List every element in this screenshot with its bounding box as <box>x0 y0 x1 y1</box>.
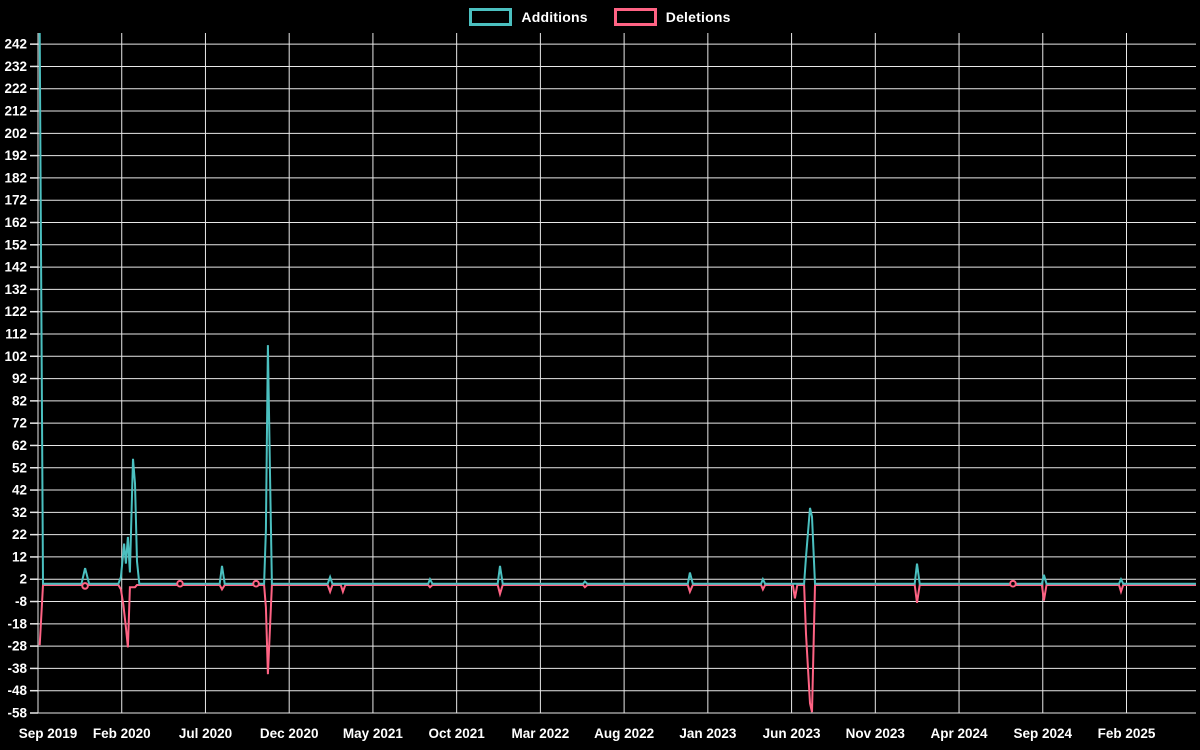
y-tick-label: -58 <box>7 706 27 721</box>
y-tick-label: 82 <box>12 393 27 408</box>
y-tick-label: 22 <box>12 527 27 542</box>
y-tick-label: 152 <box>4 237 27 252</box>
deletions-point-marker[interactable] <box>1009 579 1017 588</box>
deletions-swatch <box>613 8 657 26</box>
y-tick-label: 162 <box>4 215 27 230</box>
x-tick-label: Jun 2023 <box>763 726 821 741</box>
y-tick-label: 212 <box>4 104 27 119</box>
y-tick-label: 102 <box>4 349 27 364</box>
deletions-line <box>38 584 1196 713</box>
deletions-point-marker[interactable] <box>81 582 89 590</box>
x-tick-label: May 2021 <box>343 726 404 741</box>
additions-swatch <box>469 8 513 26</box>
x-tick-label: Mar 2022 <box>511 726 569 741</box>
legend-label-deletions: Deletions <box>665 9 731 25</box>
additions-line <box>38 32 1196 585</box>
x-tick-label: Jan 2023 <box>679 726 737 741</box>
y-tick-label: 202 <box>4 126 27 141</box>
y-tick-label: 232 <box>4 59 27 74</box>
y-tick-label: 112 <box>5 326 27 341</box>
y-tick-label: 32 <box>12 505 27 520</box>
x-tick-label: Feb 2020 <box>93 726 151 741</box>
y-tick-label: -38 <box>7 661 27 676</box>
x-tick-label: Sep 2019 <box>19 726 78 741</box>
y-tick-label: 42 <box>12 483 27 498</box>
y-tick-label: 122 <box>4 304 27 319</box>
x-tick-label: Apr 2024 <box>931 726 989 741</box>
y-tick-label: -48 <box>7 683 27 698</box>
y-tick-label: -8 <box>15 594 27 609</box>
legend-label-additions: Additions <box>521 9 588 25</box>
legend-item-additions[interactable]: Additions <box>469 8 588 26</box>
x-tick-label: Dec 2020 <box>260 726 319 741</box>
y-tick-label: 192 <box>4 148 27 163</box>
x-tick-label: Sep 2024 <box>1013 726 1072 741</box>
y-tick-label: 52 <box>12 460 27 475</box>
x-tick-label: Nov 2023 <box>846 726 906 741</box>
y-tick-label: 182 <box>4 170 27 185</box>
x-tick-label: Oct 2021 <box>429 726 486 741</box>
y-tick-label: -28 <box>7 639 27 654</box>
deletions-point-marker[interactable] <box>252 579 260 588</box>
y-tick-label: 222 <box>4 81 27 96</box>
y-tick-label: 2 <box>19 572 27 587</box>
y-tick-label: 132 <box>4 282 27 297</box>
deletions-point-marker[interactable] <box>176 579 184 588</box>
x-tick-label: Jul 2020 <box>179 726 232 741</box>
y-tick-label: 172 <box>4 193 27 208</box>
x-tick-label: Aug 2022 <box>594 726 654 741</box>
legend-item-deletions[interactable]: Deletions <box>613 8 731 26</box>
y-tick-label: 72 <box>12 416 27 431</box>
x-tick-label: Feb 2025 <box>1098 726 1156 741</box>
y-tick-label: 142 <box>4 260 27 275</box>
y-tick-label: 242 <box>4 37 27 52</box>
y-tick-label: 62 <box>12 438 27 453</box>
y-tick-label: -18 <box>7 616 27 631</box>
y-tick-label: 92 <box>12 371 27 386</box>
chart-legend: Additions Deletions <box>0 8 1200 26</box>
y-tick-label: 12 <box>12 549 27 564</box>
